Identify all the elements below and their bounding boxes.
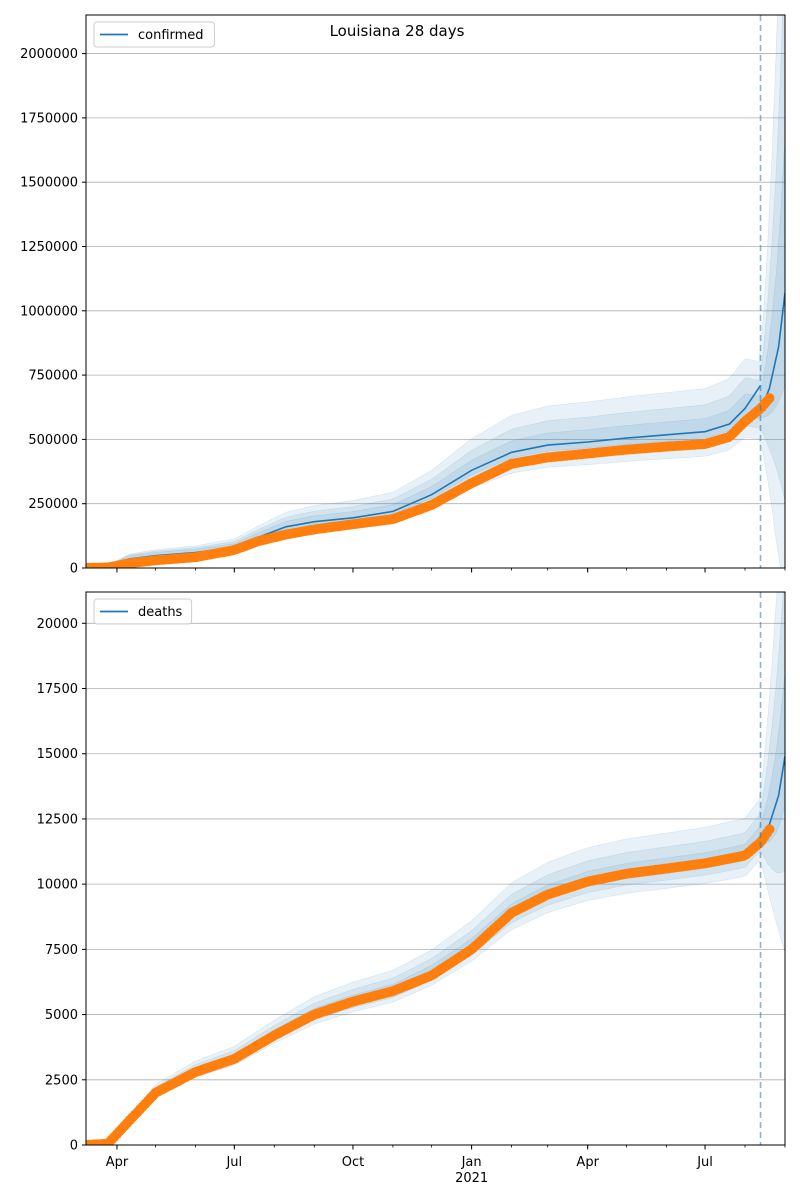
y-tick-label: 500000: [28, 433, 78, 448]
figure-title: Louisiana 28 days: [330, 22, 465, 40]
x-tick-label: Oct: [342, 1155, 364, 1170]
observed-series: [86, 824, 775, 1145]
observed-point: [764, 824, 775, 835]
y-tick-label: 2000000: [20, 47, 78, 62]
y-axis-ticks: 0 250000 500000 750000 1000000 1250000 1500000…: [20, 47, 86, 577]
deaths-panel: 0 2500 5000 7500 10000 12500 15000 17500 20000 Ap…: [37, 591, 786, 1186]
x-year-label: 2021: [455, 1171, 488, 1186]
legend-label: deaths: [138, 605, 183, 620]
y-tick-label: 10000: [37, 878, 78, 893]
axes-frame: [85, 591, 786, 1146]
confirmed-panel: 0 250000 500000 750000 1000000 1250000 1500000…: [20, 14, 786, 577]
axes-frame: [85, 14, 786, 569]
y-tick-label: 20000: [37, 617, 78, 632]
x-tick-label: Jul: [696, 1155, 713, 1170]
y-tick-label: 750000: [28, 369, 78, 384]
y-tick-label: 15000: [37, 747, 78, 762]
plot-area: [86, 592, 785, 1145]
legend: deaths: [93, 598, 193, 625]
legend: confirmed: [93, 21, 215, 48]
y-axis-ticks: 0 2500 5000 7500 10000 12500 15000 17500 20000: [37, 617, 86, 1154]
y-tick-label: 2500: [45, 1073, 78, 1088]
y-tick-label: 7500: [45, 943, 78, 958]
y-tick-label: 0: [70, 562, 78, 577]
y-tick-label: 5000: [45, 1008, 78, 1023]
y-tick-label: 12500: [37, 812, 78, 827]
y-tick-label: 1500000: [20, 176, 78, 191]
legend-box: [93, 21, 215, 48]
x-tick-label: Apr: [106, 1155, 129, 1170]
y-tick-label: 1000000: [20, 304, 78, 319]
y-tick-label: 17500: [37, 682, 78, 697]
observed-series: [86, 393, 775, 568]
observed-point: [764, 393, 775, 404]
legend-box: [93, 598, 193, 625]
y-tick-label: 1250000: [20, 240, 78, 255]
x-tick-label: Jan: [461, 1155, 482, 1170]
plot-area: [86, 15, 785, 568]
x-axis-ticks: Apr Jul Oct Jan Apr Jul 2021: [106, 1145, 786, 1186]
x-tick-label: Apr: [576, 1155, 599, 1170]
x-axis-ticks: [116, 568, 786, 573]
legend-label: confirmed: [138, 28, 204, 43]
y-tick-label: 250000: [28, 497, 78, 512]
x-tick-label: Jul: [225, 1155, 242, 1170]
y-tick-label: 1750000: [20, 111, 78, 126]
y-tick-label: 0: [70, 1139, 78, 1154]
uncertainty-band: [86, 136, 785, 568]
